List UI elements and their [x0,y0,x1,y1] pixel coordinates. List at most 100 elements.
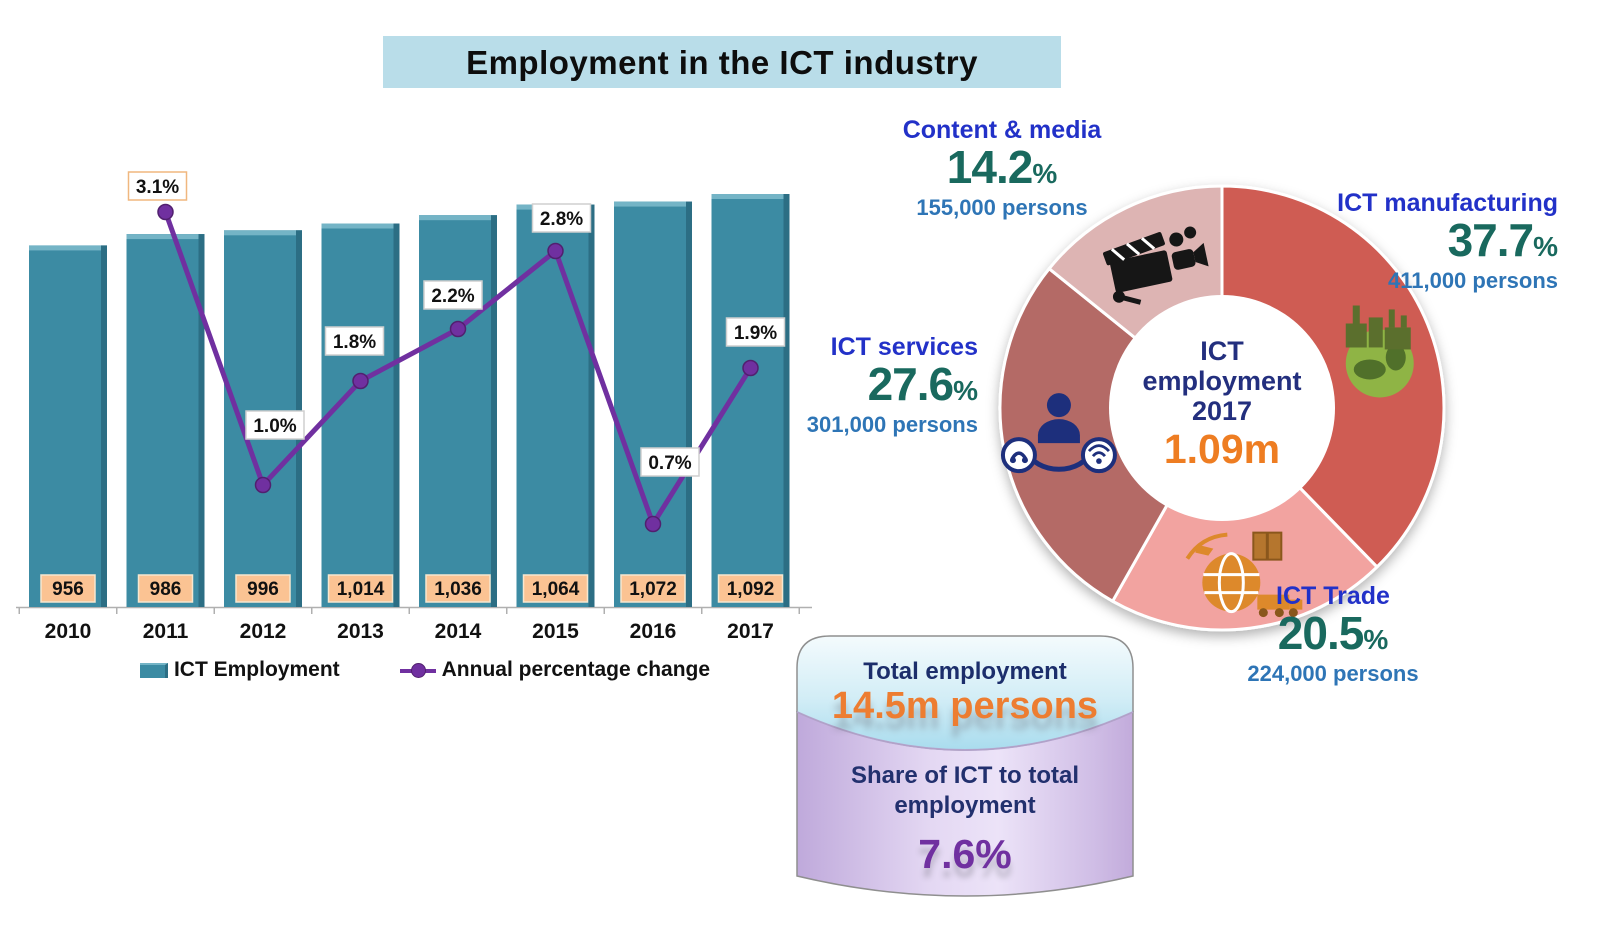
line-value-label: 2.8% [540,209,583,230]
bar-2014 [419,215,497,607]
line-value-box [640,447,700,477]
bar-side-bevel [588,204,595,607]
segment-persons: 411,000 persons [1387,267,1558,293]
bar-value-box [620,574,686,603]
line-value-label: 1.8% [333,332,376,353]
donut-chart [998,184,1446,632]
bar-top-bevel [29,245,107,251]
segment-percent: 37.7% [1447,214,1558,267]
line-point [352,372,369,390]
bar-value-box [137,574,194,603]
legend-label-bar: ICT Employment [173,658,340,681]
x-axis-year-label: 2010 [45,620,92,643]
bar-top-bevel [711,194,790,199]
line-value-box [245,410,305,440]
bar-top-bevel [126,234,205,240]
bar-side-bevel [783,194,790,607]
bar-value-label: 1,036 [434,579,482,600]
line-value-label: 2.2% [431,286,474,307]
segment-label-manufacturing: ICT manufacturing 37.7% 411,000 persons [1288,190,1558,292]
donut-center-value: 1.09m [1163,426,1281,472]
segment-persons: 224,000 persons [1247,660,1419,686]
line-value-label: 1.9% [734,323,777,344]
bar-value-box [522,574,589,603]
line-value-label: 3.1% [136,177,179,198]
line-value-box [531,203,592,233]
line-value-label: 0.7% [648,453,691,474]
bar-value-label: 1,064 [532,579,580,600]
segment-percent: 27.6% [867,358,978,411]
line-point [742,359,759,377]
segment-label-content-media: Content & media 14.2% 155,000 persons [872,117,1132,219]
bar-value-box [327,574,394,603]
line-value-box [324,326,385,356]
bar-value-label: 956 [52,579,84,600]
bar-side-bevel [101,245,107,607]
bar-2015 [516,204,595,607]
donut-center-line2: employment [1142,366,1302,396]
bar-top-bevel [614,201,692,207]
line-point [157,203,174,221]
line-point [449,320,467,338]
x-axis-year-label: 2013 [337,620,384,643]
bar-value-label: 986 [150,579,182,600]
segment-label-trade: ICT Trade 20.5% 224,000 persons [1223,583,1443,685]
segment-label-services: ICT services 27.6% 301,000 persons [738,334,978,436]
total-employment-cylinder [796,635,1134,897]
bar-side-bevel [491,215,497,607]
bar-top-bevel [419,215,497,221]
legend-item-ict-employment: ICT Employment [139,658,340,682]
segment-name: ICT Trade [1276,582,1390,610]
line-value-box [127,171,188,201]
person-communications-icon [1000,393,1117,474]
line-value-box [423,280,483,310]
segment-name: ICT services [830,333,978,361]
cylinder-seam [796,711,1134,751]
bar-line-chart: 956 2010 986 2011 996 2012 1,014 2013 1,036 2014 1… [16,171,812,643]
donut-center-label: ICT employment 2017 1.09m [1117,336,1327,472]
legend-item-annual-change: Annual percentage change [399,658,711,682]
x-axis-year-label: 2012 [240,620,287,643]
bar-value-box [40,574,96,603]
bar-swatch-icon [139,662,168,678]
segment-percent: 20.5% [1277,607,1389,660]
x-axis-year-label: 2017 [727,620,774,643]
segment-name: ICT manufacturing [1337,189,1558,217]
bar-value-box [235,574,291,603]
globe-logistics-icon [1185,531,1303,618]
legend-label-line: Annual percentage change [441,658,711,681]
bar-value-box [717,574,784,603]
bar-value-box [425,574,491,603]
bar-2013 [321,223,400,607]
donut-segments [998,184,1446,632]
bar-2017 [711,194,790,607]
media-production-icon [1103,226,1209,305]
chart-legend: ICT Employment Annual percentage change [10,658,840,682]
line-marker-icon [399,663,436,678]
donut-center-hole [1109,295,1335,521]
bar-top-bevel [224,230,302,236]
bar-2016 [614,201,692,608]
line-value-label: 1.0% [253,416,296,437]
bar-value-label: 1,092 [727,579,775,600]
x-axis-year-label: 2011 [143,620,189,643]
x-axis-year-label: 2014 [435,620,482,643]
line-point [547,242,564,260]
segment-percent: 14.2% [946,141,1058,194]
line-value-box [725,317,786,347]
bar-side-bevel [393,223,400,607]
page-title: Employment in the ICT industry [383,36,1061,88]
bar-value-label: 996 [247,579,279,600]
bar-value-label: 1,014 [337,579,385,600]
segment-persons: 301,000 persons [806,411,978,437]
bar-side-bevel [686,201,692,608]
line-point [254,476,272,494]
donut-center-line1: ICT [1200,336,1244,366]
segment-persons: 155,000 persons [916,194,1088,220]
bar-value-label: 1,072 [629,579,677,600]
line-point [644,515,662,533]
x-axis-year-label: 2016 [630,620,677,643]
bar-side-bevel [198,234,205,607]
segment-name: Content & media [902,116,1102,144]
